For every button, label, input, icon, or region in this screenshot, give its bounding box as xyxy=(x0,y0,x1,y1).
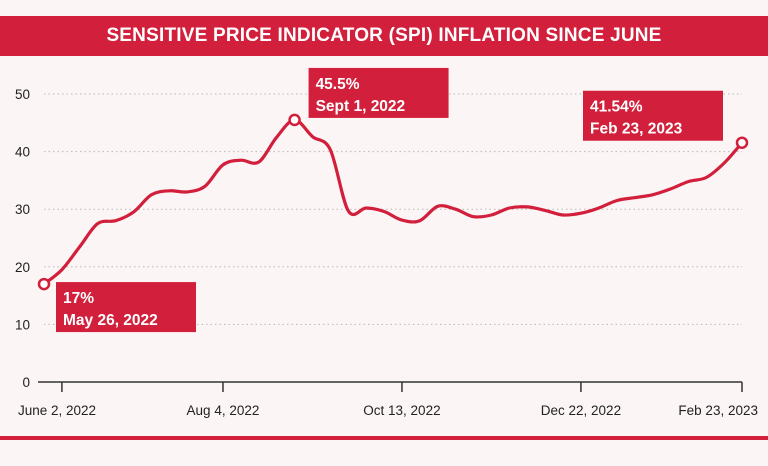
annotation-layer: 17% May 26, 2022 45.5% Sept 1, 2022 41.54% Fe… xyxy=(37,67,749,333)
y-tick-label: 50 xyxy=(15,87,30,102)
y-tick-label: 20 xyxy=(15,260,30,275)
y-tick-label: 30 xyxy=(15,202,30,217)
callout-value: 17% xyxy=(63,290,94,307)
callout-value: 45.5% xyxy=(316,76,360,93)
callout-date: Sept 1, 2022 xyxy=(316,98,406,115)
callout-value: 41.54% xyxy=(590,99,643,116)
y-tick-label: 0 xyxy=(22,375,30,390)
x-axis: June 2, 2022 Aug 4, 2022 Oct 13, 2022 Dec 2… xyxy=(18,381,758,418)
y-tick-label: 10 xyxy=(15,317,30,332)
callout-0: 17% May 26, 2022 xyxy=(37,277,196,333)
callout-marker xyxy=(735,136,749,149)
callout-date: Feb 23, 2023 xyxy=(590,121,683,138)
y-tick-label: 40 xyxy=(15,145,30,160)
callout-date: May 26, 2022 xyxy=(63,312,158,329)
callout-marker xyxy=(288,113,301,127)
x-tick-label: June 2, 2022 xyxy=(18,403,96,418)
series-layer xyxy=(42,118,744,286)
x-tick-label: Oct 13, 2022 xyxy=(363,403,440,418)
x-tick-label: Dec 22, 2022 xyxy=(541,403,621,418)
callout-1: 45.5% Sept 1, 2022 xyxy=(288,67,449,127)
y-axis-ticks: 0 10 20 30 40 50 xyxy=(15,87,30,390)
chart-title: SENSITIVE PRICE INDICATOR (SPI) INFLATIO… xyxy=(0,16,768,56)
x-tick-label: Feb 23, 2023 xyxy=(678,403,758,418)
callout-2: 41.54% Feb 23, 2023 xyxy=(583,90,749,149)
callout-box xyxy=(308,67,449,118)
series-line-0 xyxy=(42,118,744,286)
bottom-rule xyxy=(0,436,768,440)
x-tick-label: Aug 4, 2022 xyxy=(187,403,260,418)
callout-box xyxy=(56,282,196,333)
callout-marker xyxy=(37,277,51,291)
callout-box xyxy=(583,90,723,141)
